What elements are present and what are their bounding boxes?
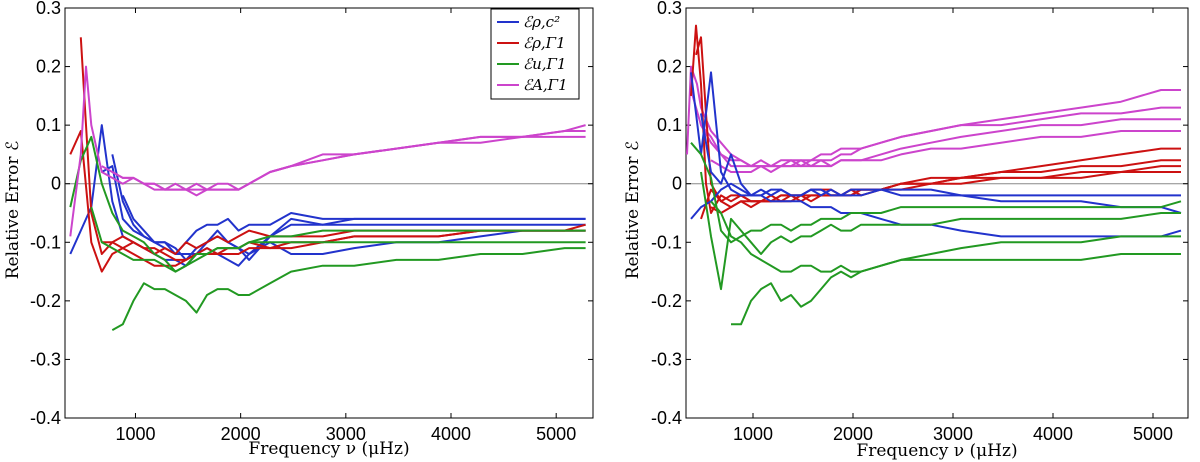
- y-tick-label: 0: [51, 174, 61, 194]
- legend-label: ℰA,Γ1: [523, 76, 568, 94]
- y-axis-label: Relative Error ℰ: [623, 141, 643, 280]
- right-panel: -0.4 -0.3 -0.2 -0.1 0 0.1 0.2 0.3 1000 2000 3000 40…: [623, 0, 1189, 461]
- y-tick-label: -0.3: [30, 349, 61, 369]
- y-tick-label: -0.2: [651, 291, 682, 311]
- y-tick-label: 0.2: [36, 57, 61, 77]
- legend-label: ℰρ,Γ1: [523, 34, 566, 52]
- legend-label: ℰρ,c²: [523, 13, 560, 31]
- series-line: [69, 124, 586, 267]
- x-tick-label: 3000: [326, 424, 366, 444]
- series-line: [690, 71, 1181, 197]
- series-line: [710, 200, 1181, 273]
- series-line: [90, 206, 586, 273]
- y-tick-label: -0.2: [30, 291, 61, 311]
- x-tick-label: 1000: [115, 424, 155, 444]
- y-tick-label: -0.1: [30, 232, 61, 252]
- x-tick-label: 2000: [833, 424, 873, 444]
- series-line: [690, 89, 1181, 168]
- series-line: [686, 65, 1181, 168]
- series-group: [686, 24, 1182, 326]
- x-tick-label: 5000: [536, 424, 576, 444]
- series-line: [111, 247, 586, 331]
- y-tick-label: 0: [672, 174, 682, 194]
- y-tick-label: 0.1: [36, 115, 61, 135]
- y-tick-label: -0.4: [30, 408, 61, 428]
- series-line: [700, 171, 1181, 291]
- series-group: [69, 37, 586, 331]
- y-tick-label: 0.3: [36, 0, 61, 18]
- y-tick-label: -0.4: [651, 408, 682, 428]
- series-line: [731, 253, 1181, 326]
- x-tick-label: 4000: [431, 424, 471, 444]
- y-tick-label: 0.2: [657, 57, 682, 77]
- series-line: [69, 135, 586, 273]
- left-panel: -0.4 -0.3 -0.2 -0.1 0 0.1 0.2 0.3 1000 2000 3000 40…: [3, 0, 594, 459]
- y-tick-label: -0.1: [651, 232, 682, 252]
- series-line: [690, 182, 1182, 238]
- x-tick-label: 1000: [733, 424, 773, 444]
- x-axis-label: Frequency ν (μHz): [248, 439, 409, 459]
- legend-label: ℰu,Γ1: [523, 55, 566, 73]
- series-line: [700, 113, 1182, 214]
- y-axis-label: Relative Error ℰ: [3, 141, 23, 280]
- plot-frame: [685, 7, 1189, 419]
- series-line: [695, 36, 1181, 203]
- x-tick-label: 5000: [1133, 424, 1173, 444]
- series-line: [111, 154, 586, 255]
- series-line: [710, 130, 1181, 173]
- series-line: [111, 135, 586, 197]
- x-tick-label: 4000: [1033, 424, 1073, 444]
- series-line: [101, 165, 586, 261]
- y-tick-label: 0.1: [657, 115, 682, 135]
- y-tick-label: 0.3: [657, 0, 682, 18]
- y-tick-label: -0.3: [651, 349, 682, 369]
- series-line: [690, 24, 1181, 214]
- x-tick-label: 2000: [221, 424, 261, 444]
- x-tick-label: 3000: [933, 424, 973, 444]
- plot-frame: [64, 7, 594, 419]
- x-axis-label: Frequency ν (μHz): [856, 441, 1017, 461]
